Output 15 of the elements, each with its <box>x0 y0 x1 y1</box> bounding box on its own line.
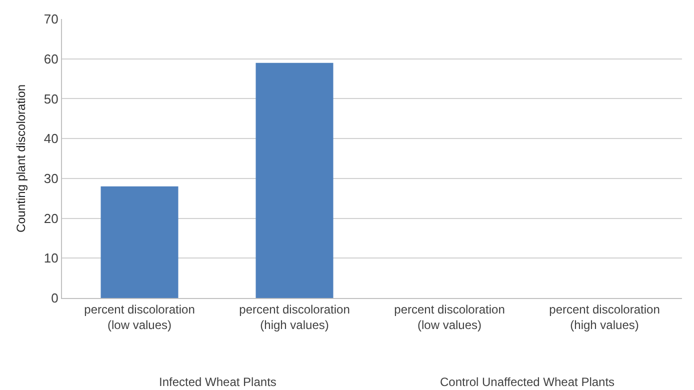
y-tick-label: 60 <box>44 51 58 66</box>
y-tick-label: 20 <box>44 210 58 226</box>
y-tick-label: 30 <box>44 170 58 186</box>
y-axis-title: Counting plant discoloration <box>14 84 28 233</box>
y-tick-label: 70 <box>44 12 58 27</box>
y-tick-label: 40 <box>44 131 58 146</box>
y-tick-label: 0 <box>51 290 58 306</box>
x-tick-label: percent discoloration (high values) <box>549 302 660 332</box>
y-tick-label: 10 <box>44 250 58 266</box>
x-tick-label: percent discoloration (high values) <box>239 302 350 332</box>
text: Infected Wheat Plants <box>159 375 276 389</box>
x-tick-label: percent discoloration (low values) <box>394 302 505 332</box>
y-tick-label: 50 <box>44 91 58 106</box>
text: Control Unaffected Wheat Plants <box>440 375 615 389</box>
x-tick-label: percent discoloration (low values) <box>84 302 195 332</box>
